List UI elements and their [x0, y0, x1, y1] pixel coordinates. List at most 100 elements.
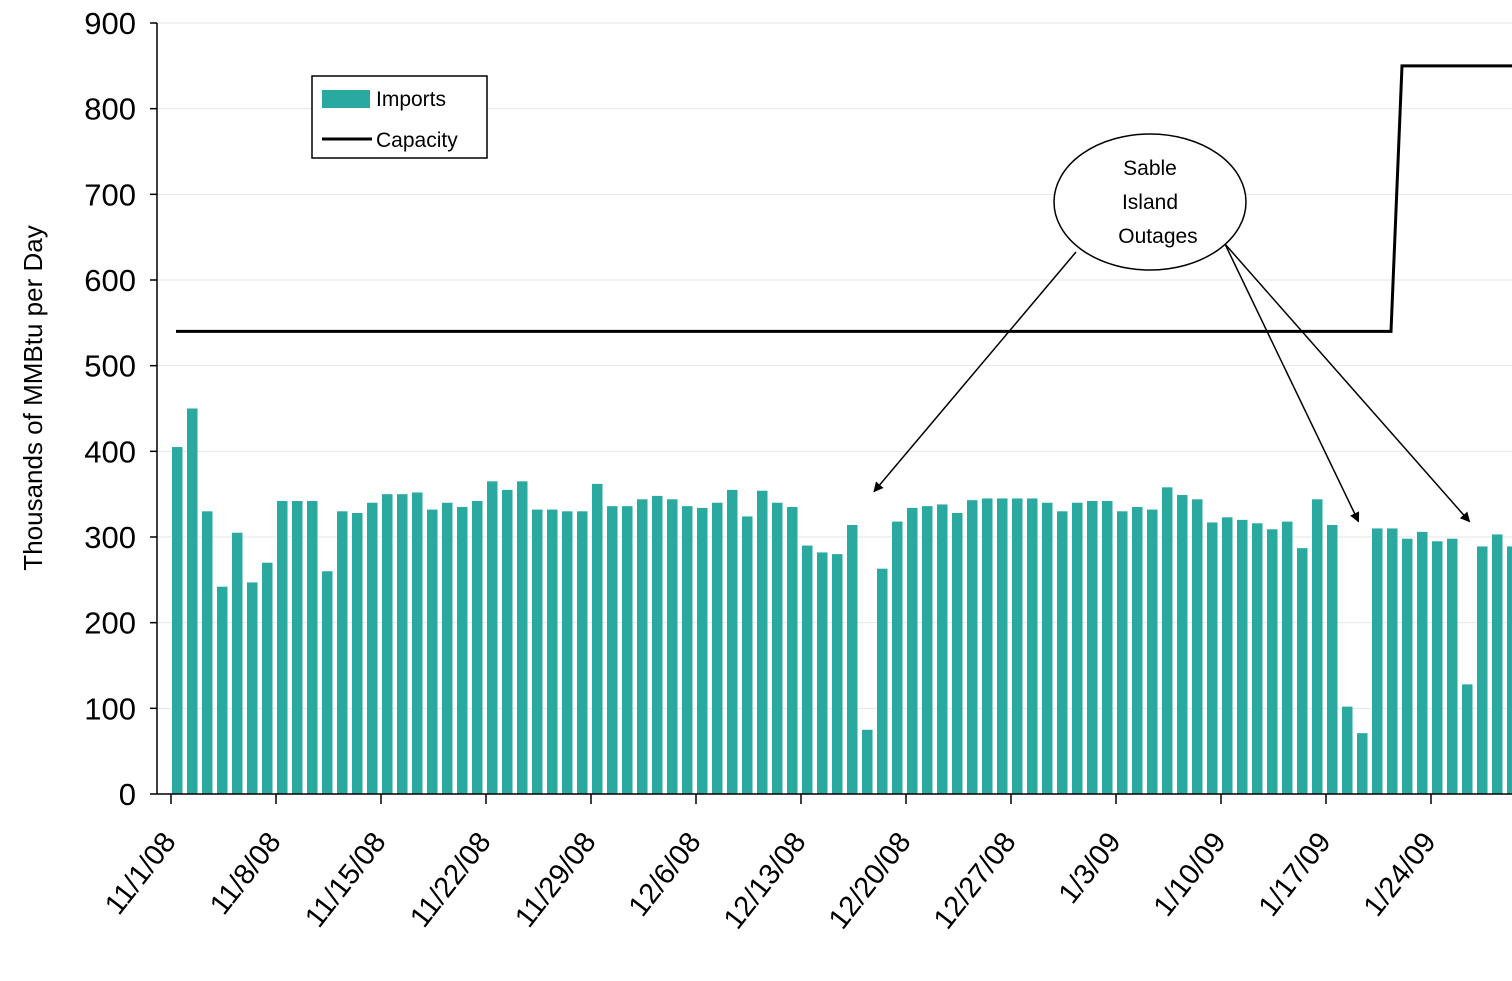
imports-bar	[367, 502, 378, 794]
axes	[150, 22, 1512, 804]
imports-bar	[1147, 509, 1158, 794]
imports-bar	[637, 499, 648, 794]
imports-bar	[1372, 528, 1383, 794]
imports-bar	[487, 481, 498, 794]
capacity-line	[176, 64, 1512, 333]
imports-bar	[667, 499, 678, 794]
imports-bar	[1192, 499, 1203, 794]
capacity-line-path	[176, 64, 1512, 333]
y-tick-label: 700	[84, 177, 136, 212]
x-tick-label: 1/3/09	[1053, 827, 1128, 910]
imports-bar	[502, 489, 513, 794]
imports-bar	[1057, 511, 1068, 794]
imports-bar	[1342, 706, 1353, 794]
imports-bar	[892, 521, 903, 794]
imports-bar	[172, 447, 183, 794]
imports-bar	[1042, 502, 1053, 794]
imports-bar	[832, 554, 843, 794]
imports-bar	[997, 498, 1008, 794]
imports-bar	[427, 509, 438, 794]
imports-bar	[862, 729, 873, 794]
annotation-arrow	[873, 251, 1077, 493]
annotation-arrow	[1224, 243, 1360, 523]
y-axis-title: Thousands of MMBtu per Day	[18, 225, 48, 570]
imports-bar	[457, 507, 468, 794]
imports-bar	[517, 481, 528, 794]
imports-bar	[922, 506, 933, 794]
imports-bar	[532, 509, 543, 794]
imports-bar	[1387, 528, 1398, 794]
imports-bar	[262, 562, 273, 794]
outage-annotation: Sable Island Outages	[873, 133, 1471, 523]
y-tick-label: 600	[84, 263, 136, 298]
y-tick-label: 800	[84, 92, 136, 127]
annotation-line-3: Outages	[1118, 225, 1197, 248]
imports-bar	[397, 494, 408, 794]
imports-bar	[622, 506, 633, 794]
imports-bar	[802, 545, 813, 794]
imports-bar	[742, 516, 753, 794]
imports-bar	[1327, 525, 1338, 794]
y-tick-label: 0	[119, 777, 136, 812]
x-tick-label: 11/15/08	[299, 827, 392, 934]
imports-bar	[1012, 498, 1023, 794]
imports-bar	[1507, 546, 1512, 794]
imports-bar	[1102, 501, 1113, 794]
y-tick-label: 300	[84, 520, 136, 555]
x-tick-label: 11/1/08	[99, 827, 182, 921]
imports-bar	[352, 513, 363, 794]
legend: Imports Capacity	[311, 75, 488, 159]
imports-bar	[1117, 511, 1128, 794]
imports-bar	[1312, 499, 1323, 794]
imports-bar	[1252, 523, 1263, 794]
imports-bar	[727, 489, 738, 794]
imports-bar	[277, 501, 288, 794]
imports-bars	[172, 408, 1512, 794]
y-tick-labels: 0 100 200 300 400 500 600 700 800 900	[84, 6, 136, 812]
imports-bar	[247, 582, 258, 794]
imports-bar	[937, 504, 948, 794]
imports-bar	[1432, 541, 1443, 794]
imports-bar	[217, 586, 228, 794]
x-tick-label: 1/24/09	[1358, 827, 1443, 923]
imports-bar	[1462, 684, 1473, 794]
imports-bar	[382, 494, 393, 794]
imports-bar	[1087, 501, 1098, 794]
annotation-line-1: Sable	[1123, 157, 1177, 180]
imports-bar	[1282, 521, 1293, 794]
imports-bar	[307, 501, 318, 794]
imports-bar	[877, 568, 888, 794]
imports-bar	[1027, 498, 1038, 794]
imports-bar	[1417, 531, 1428, 794]
imports-bar	[562, 511, 573, 794]
y-tick-label: 100	[84, 691, 136, 726]
annotation-arrows	[873, 243, 1471, 523]
x-tick-label: 1/10/09	[1148, 827, 1233, 923]
legend-frame	[311, 75, 488, 159]
imports-bar	[412, 492, 423, 794]
imports-bar	[1072, 502, 1083, 794]
x-tick-labels: 11/1/08 11/8/08 11/15/08 11/22/08 11/29/08 12…	[99, 827, 1442, 936]
imports-bar	[577, 511, 588, 794]
imports-bar	[1447, 538, 1458, 794]
x-tick-label: 12/20/08	[823, 827, 918, 936]
imports-bar	[847, 525, 858, 794]
imports-bar	[787, 507, 798, 794]
imports-bar	[607, 506, 618, 794]
imports-bar	[1237, 519, 1248, 794]
imports-bar	[337, 511, 348, 794]
imports-bar	[772, 502, 783, 794]
x-tick-label: 12/13/08	[718, 827, 813, 936]
imports-bar	[232, 532, 243, 794]
imports-bar	[1222, 517, 1233, 794]
y-tick-label: 200	[84, 606, 136, 641]
imports-bar	[472, 501, 483, 794]
y-tick-label: 500	[84, 349, 136, 384]
x-tick-label: 11/22/08	[404, 827, 497, 934]
imports-bar	[697, 507, 708, 794]
annotation-arrow	[1224, 243, 1471, 523]
imports-bar	[202, 511, 213, 794]
imports-bar	[907, 507, 918, 794]
imports-bar	[292, 501, 303, 794]
